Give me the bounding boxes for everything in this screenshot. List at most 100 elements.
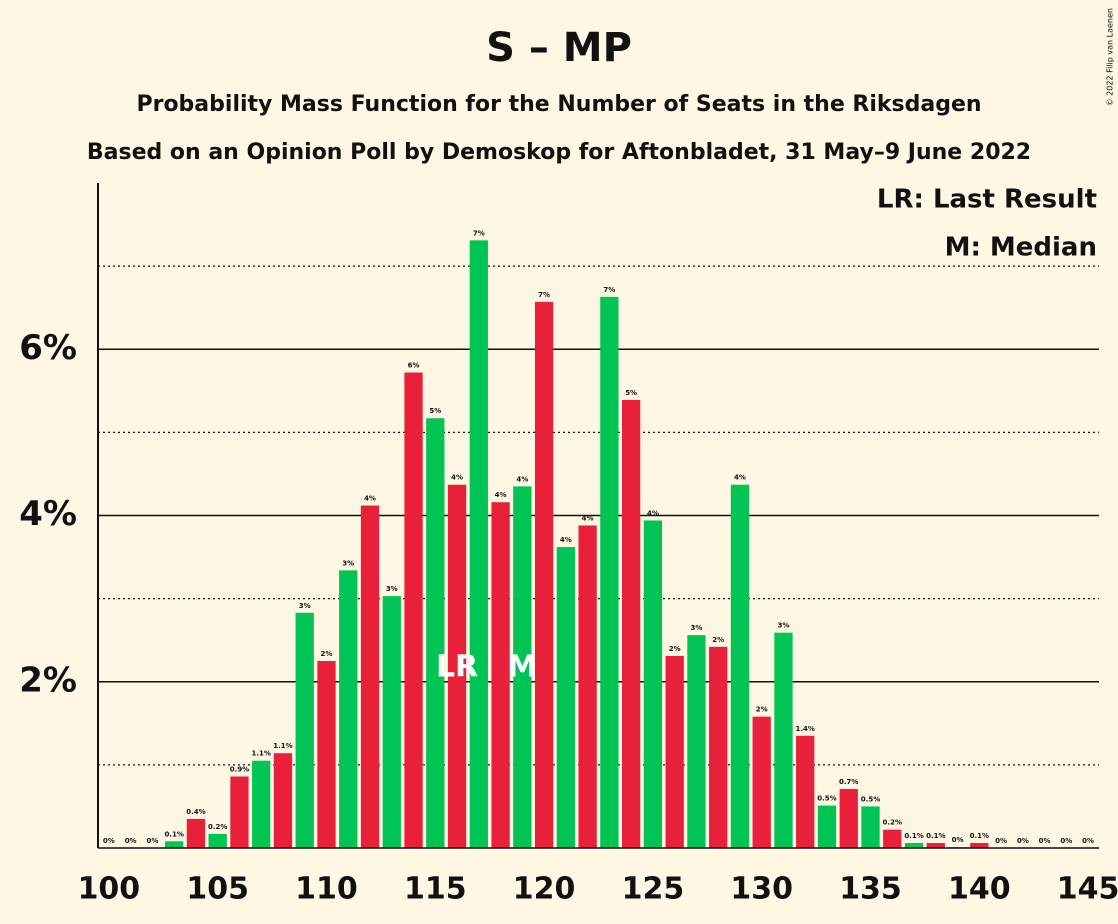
bar	[382, 596, 401, 848]
x-tick-label: 140	[948, 872, 1011, 907]
bar	[883, 829, 902, 848]
x-tick-label: 110	[295, 872, 358, 907]
data-label: 6%	[408, 362, 420, 370]
data-label: 3%	[690, 624, 702, 632]
y-tick-label: 6%	[19, 328, 77, 368]
bar	[339, 570, 358, 848]
data-label: 2%	[712, 636, 724, 644]
data-label: 0%	[1039, 837, 1051, 845]
bar	[926, 843, 945, 848]
bar	[817, 805, 837, 848]
data-label: 3%	[299, 602, 311, 610]
data-label: 0.1%	[164, 830, 183, 838]
data-label: 7%	[473, 229, 485, 237]
x-tick-label: 145	[1057, 872, 1118, 907]
data-label: 0.4%	[186, 808, 205, 816]
data-label: 1.4%	[796, 725, 815, 733]
y-tick-label: 4%	[19, 494, 77, 534]
data-label: 2%	[669, 645, 681, 653]
data-label: 0.2%	[883, 819, 902, 827]
x-tick-label: 120	[513, 872, 576, 907]
bar	[861, 806, 880, 848]
x-tick-label: 135	[839, 872, 902, 907]
data-label: 2%	[321, 650, 333, 658]
data-label: 5%	[429, 407, 441, 415]
bar	[730, 484, 750, 848]
chart-title: S – MP	[486, 25, 632, 71]
bar	[904, 843, 924, 848]
bar	[273, 753, 293, 848]
annotation: M	[507, 650, 537, 685]
bar	[709, 646, 728, 848]
data-label: 0%	[103, 837, 115, 845]
bar	[643, 520, 663, 848]
bar	[447, 484, 467, 848]
bar	[165, 841, 184, 848]
data-label: 4%	[734, 474, 746, 482]
chart-subtitle: Based on an Opinion Poll by Demoskop for…	[87, 140, 1031, 165]
bar	[252, 760, 271, 848]
data-label: 4%	[451, 474, 463, 482]
x-tick-label: 100	[78, 872, 141, 907]
bar	[491, 502, 510, 848]
data-label: 0.5%	[861, 795, 880, 803]
bar	[752, 716, 771, 848]
data-label: 0%	[146, 837, 158, 845]
bar	[796, 735, 815, 848]
bar	[839, 788, 858, 848]
data-label: 3%	[342, 559, 354, 567]
data-label: 0%	[1060, 837, 1072, 845]
data-label: 7%	[538, 291, 550, 299]
data-label: 2%	[756, 706, 768, 714]
data-label: 0.1%	[926, 832, 945, 840]
data-label: 0%	[1017, 837, 1029, 845]
x-tick-label: 115	[404, 872, 467, 907]
bar	[469, 240, 488, 848]
data-label: 0.5%	[817, 795, 836, 803]
chart-subtitle: Probability Mass Function for the Number…	[136, 92, 981, 117]
bar	[687, 635, 706, 848]
data-label: 0%	[1082, 837, 1094, 845]
data-label: 0%	[952, 836, 964, 844]
bar	[774, 632, 793, 848]
bar	[186, 818, 206, 848]
data-label: 4%	[560, 536, 572, 544]
bar	[622, 399, 641, 848]
bar	[578, 525, 597, 848]
copyright: © 2022 Filip van Laenen	[1106, 8, 1115, 106]
annotation: LR	[436, 650, 478, 685]
data-label: 0%	[125, 837, 137, 845]
bar	[295, 612, 314, 848]
data-label: 1.1%	[273, 742, 292, 750]
x-tick-label: 130	[730, 872, 793, 907]
x-tick-label: 105	[186, 872, 249, 907]
bar	[230, 776, 249, 848]
data-label: 5%	[625, 389, 637, 397]
x-tick-label: 125	[622, 872, 685, 907]
bar	[513, 486, 532, 848]
bar	[404, 372, 423, 848]
data-label: 7%	[603, 286, 615, 294]
y-tick-label: 2%	[19, 660, 77, 700]
bar	[360, 505, 380, 848]
bar	[208, 833, 227, 848]
data-label: 0.1%	[904, 832, 923, 840]
bar	[556, 547, 575, 848]
data-label: 0.2%	[208, 823, 227, 831]
data-label: 0%	[995, 837, 1007, 845]
data-label: 3%	[386, 585, 398, 593]
data-label: 0.7%	[839, 778, 858, 786]
bar	[317, 660, 336, 848]
bar	[426, 418, 445, 848]
data-label: 4%	[516, 475, 528, 483]
data-label: 4%	[364, 495, 376, 503]
data-label: 4%	[647, 509, 659, 517]
data-label: 4%	[495, 491, 507, 499]
legend-entry: LR: Last Result	[877, 185, 1097, 215]
data-label: 1.1%	[251, 750, 270, 758]
data-label: 0.9%	[230, 766, 249, 774]
data-label: 4%	[582, 514, 594, 522]
data-label: 3%	[778, 622, 790, 630]
bar	[970, 843, 989, 848]
